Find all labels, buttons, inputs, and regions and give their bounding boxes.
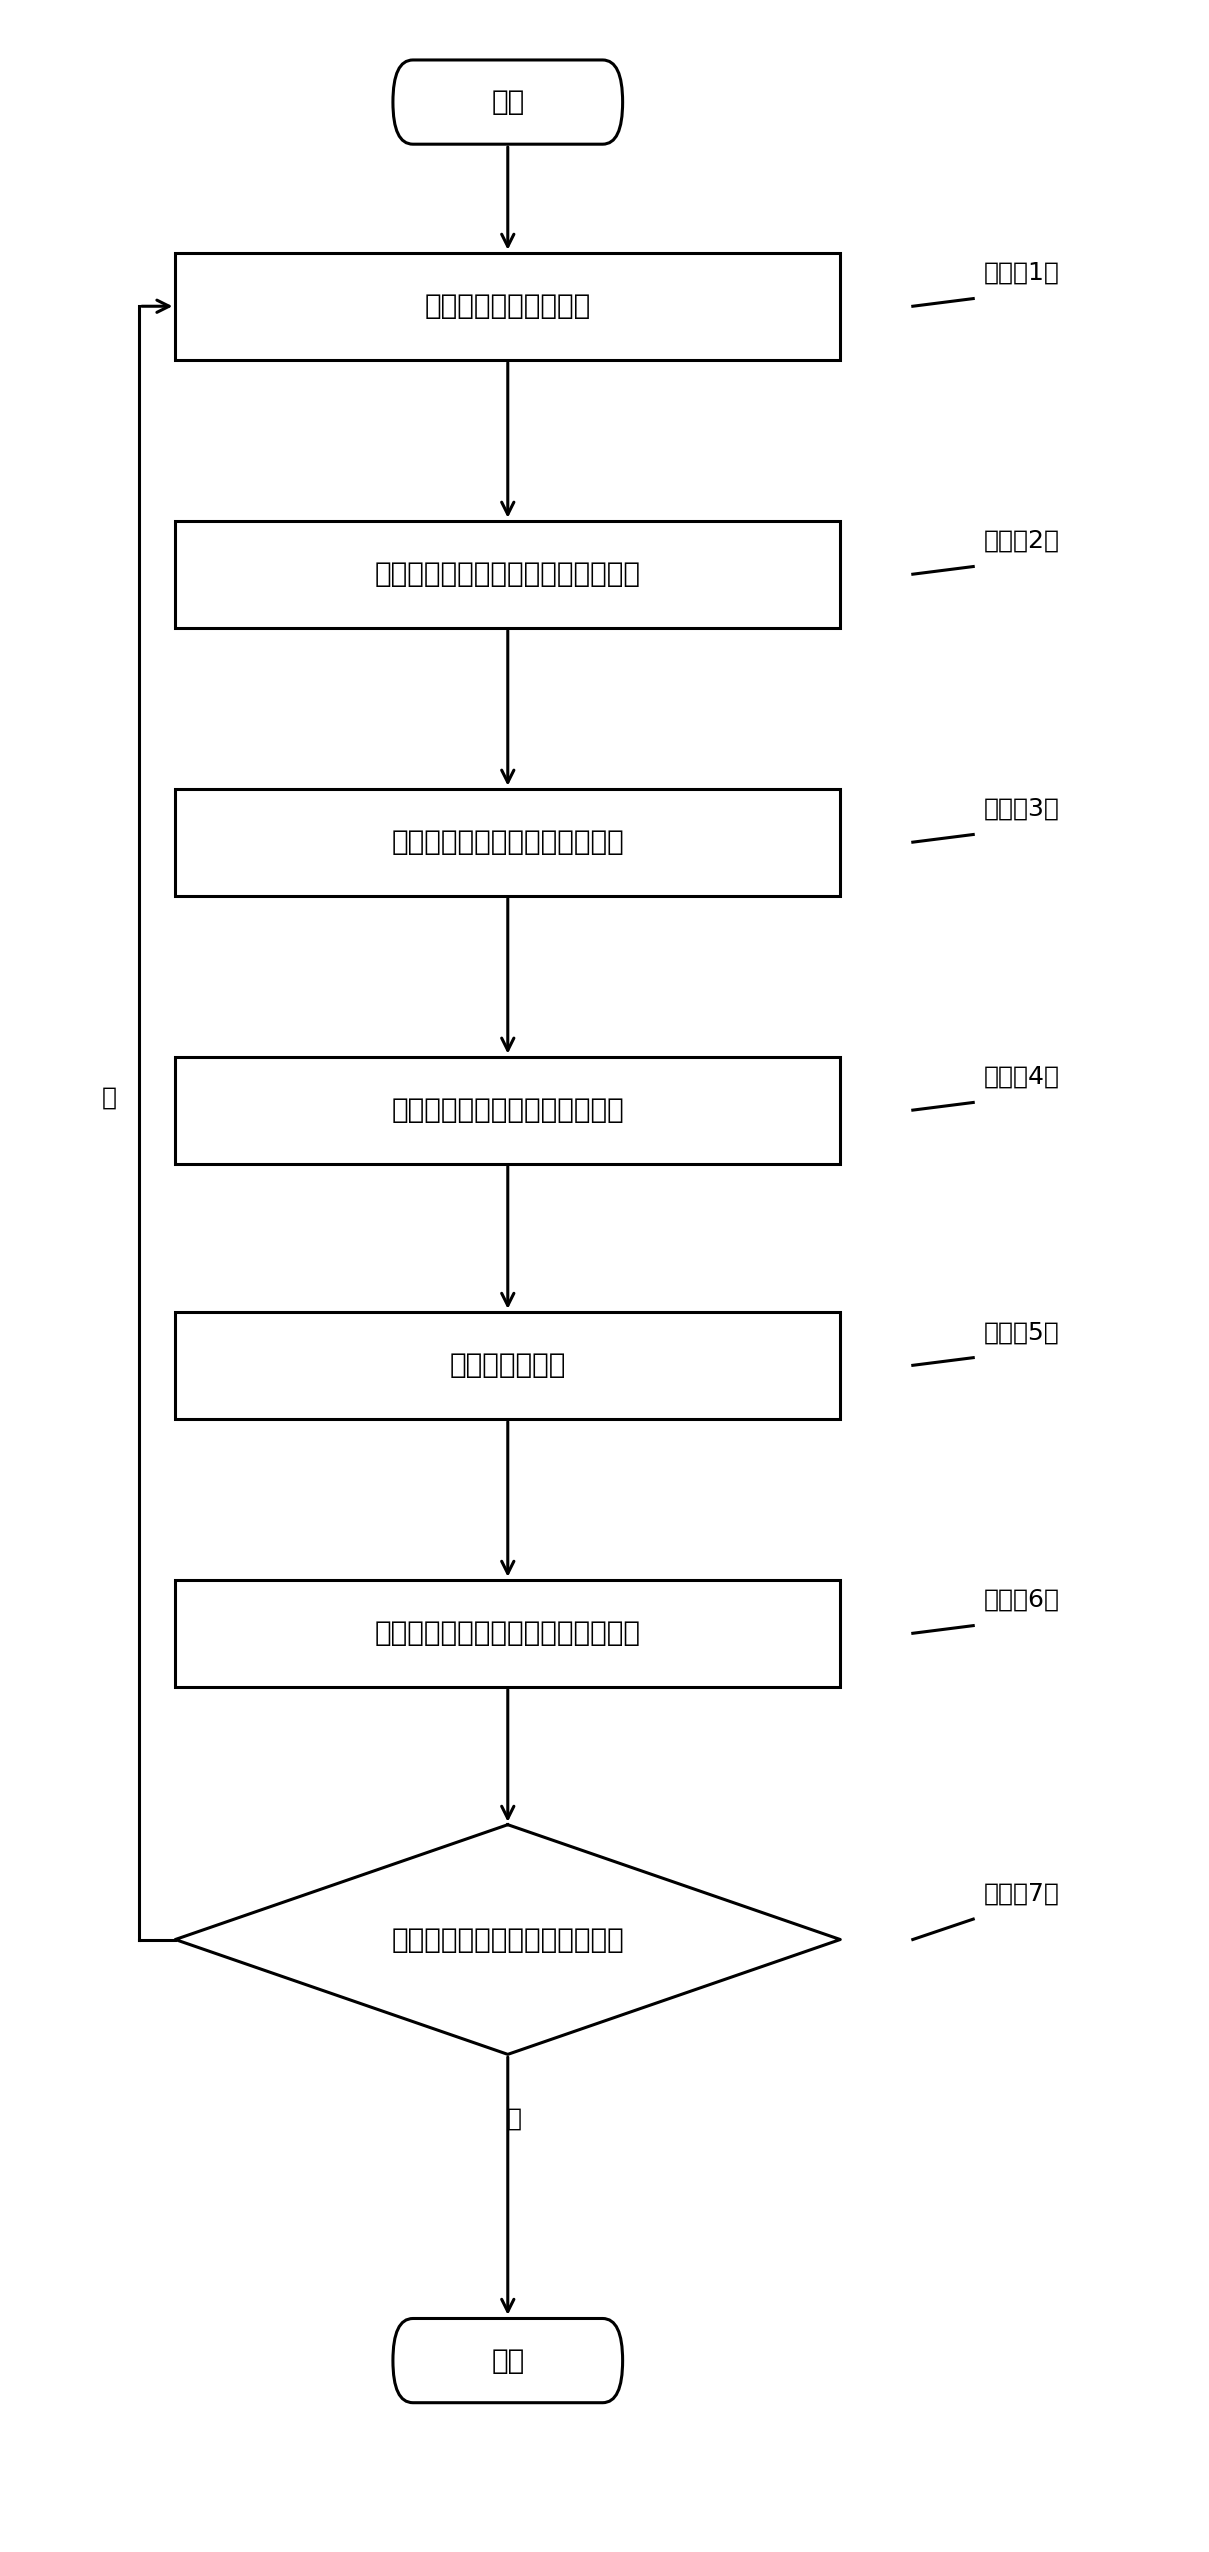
FancyBboxPatch shape (393, 2317, 623, 2404)
Text: 按照业务相关性抑制从故障因素: 按照业务相关性抑制从故障因素 (392, 1097, 624, 1123)
Text: 步骤（6）: 步骤（6） (984, 1587, 1059, 1613)
FancyBboxPatch shape (393, 59, 623, 145)
Text: 步骤（4）: 步骤（4） (984, 1064, 1059, 1090)
Text: 步骤（1）: 步骤（1） (984, 260, 1059, 286)
Bar (175, 789, 840, 896)
Text: 开始: 开始 (491, 89, 525, 115)
Text: 是: 是 (102, 1085, 116, 1110)
Text: 结束: 结束 (491, 2348, 525, 2373)
Bar (175, 1057, 840, 1164)
Text: 步骤（2）: 步骤（2） (984, 528, 1059, 554)
Text: 按照知识库获取故障原因和处理操作: 按照知识库获取故障原因和处理操作 (375, 1621, 641, 1646)
Text: 步骤（5）: 步骤（5） (984, 1319, 1059, 1345)
Text: 按照空间相关性抑制从故障因素: 按照空间相关性抑制从故障因素 (392, 829, 624, 855)
Bar (175, 521, 840, 628)
Text: 按时间相关性将故障因素划分故障组: 按时间相关性将故障因素划分故障组 (375, 561, 641, 587)
Bar (175, 1580, 840, 1687)
Text: 步骤（7）: 步骤（7） (984, 1881, 1059, 1906)
Text: 是否继续处理其他优先级故障？: 是否继续处理其他优先级故障？ (392, 1927, 624, 1952)
Text: 清理空的故障组: 清理空的故障组 (450, 1353, 566, 1378)
Bar (175, 253, 840, 360)
Text: 步骤（3）: 步骤（3） (984, 796, 1059, 822)
Text: 否: 否 (507, 2105, 521, 2131)
Text: 获取分析范围内的告警: 获取分析范围内的告警 (424, 293, 591, 319)
Bar (175, 1312, 840, 1419)
